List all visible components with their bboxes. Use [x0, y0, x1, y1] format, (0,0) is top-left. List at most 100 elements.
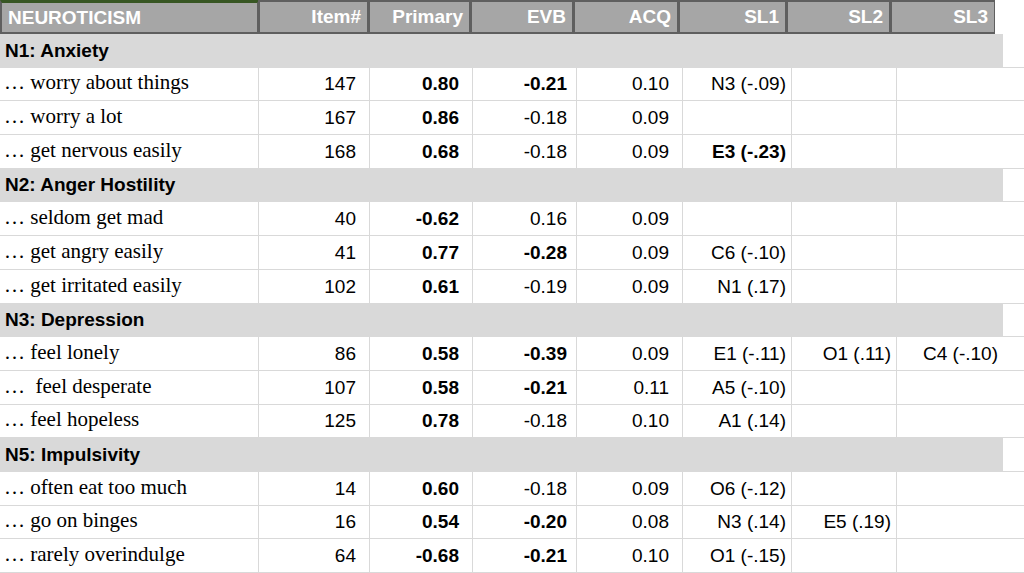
acq-loading-cell[interactable]: 0.09 — [577, 202, 683, 235]
item-label-cell[interactable]: … feel hopeless — [0, 405, 259, 438]
primary-loading-cell[interactable]: -0.62 — [370, 202, 473, 235]
sl3-loading-cell[interactable] — [897, 539, 1003, 572]
evb-loading-cell[interactable]: -0.18 — [473, 472, 577, 505]
acq-loading-cell[interactable]: 0.09 — [577, 337, 683, 370]
sl2-loading-cell[interactable] — [792, 472, 897, 505]
item-number-cell[interactable]: 64 — [259, 539, 370, 572]
primary-loading-cell[interactable]: 0.68 — [370, 135, 473, 168]
item-number-cell[interactable]: 168 — [259, 135, 370, 168]
sl1-loading-cell[interactable]: A1 (.14) — [683, 405, 792, 438]
acq-loading-cell[interactable]: 0.10 — [577, 539, 683, 572]
acq-loading-cell[interactable]: 0.09 — [577, 101, 683, 134]
sl2-loading-cell[interactable] — [792, 270, 897, 303]
sl3-loading-cell[interactable]: C4 (-.10) — [897, 337, 1003, 370]
sl2-loading-cell[interactable] — [792, 405, 897, 438]
item-label-cell[interactable]: … feel desperate — [0, 371, 259, 404]
item-label-cell[interactable]: … seldom get mad — [0, 202, 259, 235]
primary-loading-cell[interactable]: 0.78 — [370, 405, 473, 438]
item-label-cell[interactable]: … rarely overindulge — [0, 539, 259, 572]
item-label-cell[interactable]: … worry about things — [0, 68, 259, 101]
primary-loading-cell[interactable]: 0.77 — [370, 236, 473, 269]
evb-loading-cell[interactable]: -0.18 — [473, 405, 577, 438]
section-title[interactable]: N5: Impulsivity — [0, 438, 1003, 471]
header-cell-sl2[interactable]: SL2 — [786, 0, 891, 34]
item-label-cell[interactable]: … go on binges — [0, 506, 259, 539]
item-number-cell[interactable]: 167 — [259, 101, 370, 134]
acq-loading-cell[interactable]: 0.10 — [577, 68, 683, 101]
item-label-cell[interactable]: … get angry easily — [0, 236, 259, 269]
primary-loading-cell[interactable]: 0.61 — [370, 270, 473, 303]
sl3-loading-cell[interactable] — [897, 506, 1003, 539]
evb-loading-cell[interactable]: -0.21 — [473, 539, 577, 572]
primary-loading-cell[interactable]: 0.58 — [370, 371, 473, 404]
acq-loading-cell[interactable]: 0.09 — [577, 135, 683, 168]
section-title[interactable]: N2: Anger Hostility — [0, 169, 1003, 202]
primary-loading-cell[interactable]: 0.54 — [370, 506, 473, 539]
acq-loading-cell[interactable]: 0.11 — [577, 371, 683, 404]
sl1-loading-cell[interactable]: E1 (-.11) — [683, 337, 792, 370]
item-number-cell[interactable]: 41 — [259, 236, 370, 269]
primary-loading-cell[interactable]: 0.58 — [370, 337, 473, 370]
header-cell-sl3[interactable]: SL3 — [890, 0, 996, 34]
evb-loading-cell[interactable]: -0.39 — [473, 337, 577, 370]
sl2-loading-cell[interactable] — [792, 68, 897, 101]
item-label-cell[interactable]: … get irritated easily — [0, 270, 259, 303]
sl2-loading-cell[interactable]: O1 (.11) — [792, 337, 897, 370]
sl3-loading-cell[interactable] — [897, 270, 1003, 303]
evb-loading-cell[interactable]: -0.18 — [473, 135, 577, 168]
header-cell-neuroticism[interactable]: NEUROTICISM — [0, 0, 259, 34]
item-number-cell[interactable]: 86 — [259, 337, 370, 370]
sl3-loading-cell[interactable] — [897, 472, 1003, 505]
sl1-loading-cell[interactable]: N1 (.17) — [683, 270, 792, 303]
sl3-loading-cell[interactable] — [897, 101, 1003, 134]
sl1-loading-cell[interactable]: N3 (-.09) — [683, 68, 792, 101]
section-title[interactable]: N3: Depression — [0, 304, 1003, 337]
sl3-loading-cell[interactable] — [897, 405, 1003, 438]
sl3-loading-cell[interactable] — [897, 135, 1003, 168]
sl3-loading-cell[interactable] — [897, 236, 1003, 269]
item-number-cell[interactable]: 16 — [259, 506, 370, 539]
sl1-loading-cell[interactable]: A5 (-.10) — [683, 371, 792, 404]
acq-loading-cell[interactable]: 0.09 — [577, 270, 683, 303]
sl2-loading-cell[interactable]: E5 (.19) — [792, 506, 897, 539]
sl2-loading-cell[interactable] — [792, 202, 897, 235]
sl2-loading-cell[interactable] — [792, 135, 897, 168]
sl1-loading-cell[interactable]: N3 (.14) — [683, 506, 792, 539]
header-cell-evb[interactable]: EVB — [470, 0, 574, 34]
sl3-loading-cell[interactable] — [897, 68, 1003, 101]
item-label-cell[interactable]: … get nervous easily — [0, 135, 259, 168]
evb-loading-cell[interactable]: -0.21 — [473, 68, 577, 101]
evb-loading-cell[interactable]: 0.16 — [473, 202, 577, 235]
item-number-cell[interactable]: 107 — [259, 371, 370, 404]
item-number-cell[interactable]: 125 — [259, 405, 370, 438]
sl2-loading-cell[interactable] — [792, 236, 897, 269]
primary-loading-cell[interactable]: 0.80 — [370, 68, 473, 101]
sl3-loading-cell[interactable] — [897, 202, 1003, 235]
sl1-loading-cell[interactable]: E3 (-.23) — [683, 135, 792, 168]
sl1-loading-cell[interactable] — [683, 101, 792, 134]
sl2-loading-cell[interactable] — [792, 101, 897, 134]
item-number-cell[interactable]: 40 — [259, 202, 370, 235]
sl2-loading-cell[interactable] — [792, 371, 897, 404]
acq-loading-cell[interactable]: 0.08 — [577, 506, 683, 539]
primary-loading-cell[interactable]: 0.60 — [370, 472, 473, 505]
sl1-loading-cell[interactable]: C6 (-.10) — [683, 236, 792, 269]
evb-loading-cell[interactable]: -0.20 — [473, 506, 577, 539]
evb-loading-cell[interactable]: -0.19 — [473, 270, 577, 303]
evb-loading-cell[interactable]: -0.21 — [473, 371, 577, 404]
acq-loading-cell[interactable]: 0.09 — [577, 472, 683, 505]
acq-loading-cell[interactable]: 0.10 — [577, 405, 683, 438]
primary-loading-cell[interactable]: 0.86 — [370, 101, 473, 134]
section-title[interactable]: N1: Anxiety — [0, 34, 1003, 67]
item-label-cell[interactable]: … worry a lot — [0, 101, 259, 134]
evb-loading-cell[interactable]: -0.28 — [473, 236, 577, 269]
acq-loading-cell[interactable]: 0.09 — [577, 236, 683, 269]
item-label-cell[interactable]: … often eat too much — [0, 472, 259, 505]
header-cell-item-number[interactable]: Item# — [258, 0, 369, 34]
item-number-cell[interactable]: 14 — [259, 472, 370, 505]
evb-loading-cell[interactable]: -0.18 — [473, 101, 577, 134]
sl3-loading-cell[interactable] — [897, 371, 1003, 404]
header-cell-sl1[interactable]: SL1 — [678, 0, 787, 34]
sl1-loading-cell[interactable]: O1 (-.15) — [683, 539, 792, 572]
item-number-cell[interactable]: 102 — [259, 270, 370, 303]
